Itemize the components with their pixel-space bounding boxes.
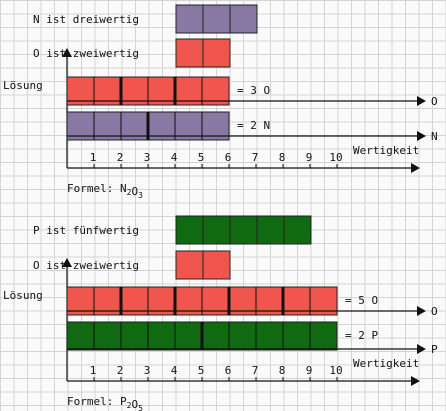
element-bar xyxy=(175,215,312,245)
solution-result: = 2 N xyxy=(237,119,270,132)
panel-2: P ist fünfwertig O ist zweiwertig Lösung = … xyxy=(3,215,438,411)
x-tick-label: 8 xyxy=(279,364,286,377)
x-tick-label: 7 xyxy=(252,364,259,377)
x-tick-label: 9 xyxy=(306,151,313,164)
x-tick-label: 5 xyxy=(198,364,205,377)
solution-result: = 5 O xyxy=(345,294,378,307)
x-tick-label: 3 xyxy=(144,364,151,377)
x-tick-label: 10 xyxy=(329,151,342,164)
x-tick-label: 3 xyxy=(144,151,151,164)
element-label: O ist zweiwertig xyxy=(33,259,139,272)
arrow-head xyxy=(62,258,72,267)
arrow-head xyxy=(417,131,426,141)
x-tick-label: 1 xyxy=(90,364,97,377)
arrow-head xyxy=(417,306,426,316)
x-axis-label: Wertigkeit xyxy=(353,357,419,370)
solution-label: Lösung xyxy=(3,79,43,92)
x-tick-label: 6 xyxy=(225,364,232,377)
solution-result: = 2 P xyxy=(345,329,378,342)
series-axis-label: P xyxy=(431,343,438,356)
x-tick-label: 2 xyxy=(117,364,124,377)
x-tick-label: 4 xyxy=(171,151,178,164)
x-axis-label: Wertigkeit xyxy=(353,144,419,157)
series-axis-label: N xyxy=(431,130,438,143)
element-label: O ist zweiwertig xyxy=(33,47,139,60)
element-bar xyxy=(175,4,258,34)
x-tick-label: 6 xyxy=(225,151,232,164)
arrow-head xyxy=(417,96,426,106)
x-tick-label: 4 xyxy=(171,364,178,377)
solution-result: = 3 O xyxy=(237,84,270,97)
formula: Formel: N2O3 xyxy=(67,182,143,200)
x-tick-label: 2 xyxy=(117,151,124,164)
x-tick-label: 1 xyxy=(90,151,97,164)
series-axis-label: O xyxy=(431,95,438,108)
x-tick-label: 5 xyxy=(198,151,205,164)
panel-1: N ist dreiwertig O ist zweiwertig Lösung = … xyxy=(3,4,438,200)
x-tick-label: 10 xyxy=(329,364,342,377)
arrow-head xyxy=(411,163,420,173)
x-tick-label: 9 xyxy=(306,364,313,377)
solution-label: Lösung xyxy=(3,289,43,302)
x-tick-label: 7 xyxy=(252,151,259,164)
element-label: P ist fünfwertig xyxy=(33,224,139,237)
arrow-head xyxy=(411,376,420,386)
series-axis-label: O xyxy=(431,305,438,318)
arrow-head xyxy=(417,344,426,354)
arrow-head xyxy=(62,48,72,57)
formula: Formel: P2O5 xyxy=(67,395,143,411)
element-label: N ist dreiwertig xyxy=(33,13,139,26)
x-tick-label: 8 xyxy=(279,151,286,164)
